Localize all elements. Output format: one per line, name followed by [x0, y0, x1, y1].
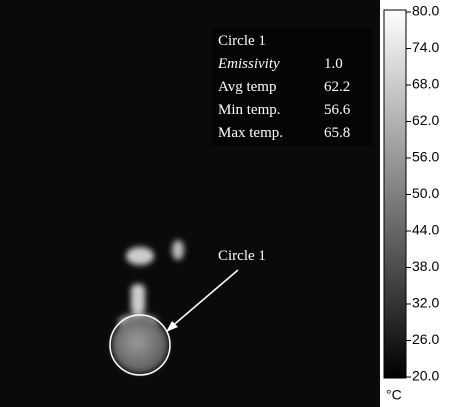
colorbar-ticks: 80.0 74.0 68.0 62.0 56.0 50.0 44.0 38.0 32.0 26.0…: [406, 3, 439, 384]
overlay-title: Circle 1: [218, 33, 266, 49]
overlay-label: Avg temp: [218, 79, 276, 95]
overlay-label: Emissivity: [217, 56, 280, 72]
overlay-value: 65.8: [324, 125, 350, 141]
overlay-value: 62.2: [324, 79, 350, 95]
overlay-value: 1.0: [324, 56, 343, 72]
tick-label: 74.0: [412, 39, 439, 55]
unit-label: °C: [386, 387, 402, 403]
colorbar: [384, 10, 406, 378]
tick-label: 56.0: [412, 149, 439, 165]
tick-label: 50.0: [412, 185, 439, 201]
tick-label: 20.0: [412, 368, 439, 384]
tick-label: 32.0: [412, 295, 439, 311]
overlay-value: 56.6: [324, 102, 351, 118]
tick-label: 80.0: [412, 3, 439, 19]
tick-label: 62.0: [412, 112, 439, 128]
tick-label: 26.0: [412, 331, 439, 347]
tick-label: 38.0: [412, 258, 439, 274]
overlay-label: Min temp.: [218, 102, 281, 118]
tick-label: 44.0: [412, 222, 439, 238]
callout-label: Circle 1: [218, 248, 266, 264]
tick-label: 68.0: [412, 76, 439, 92]
screen: Circle 1 Circle 1 Emissivity 1.0 Avg temp 6…: [0, 0, 460, 407]
overlay-label: Max temp.: [218, 125, 283, 141]
